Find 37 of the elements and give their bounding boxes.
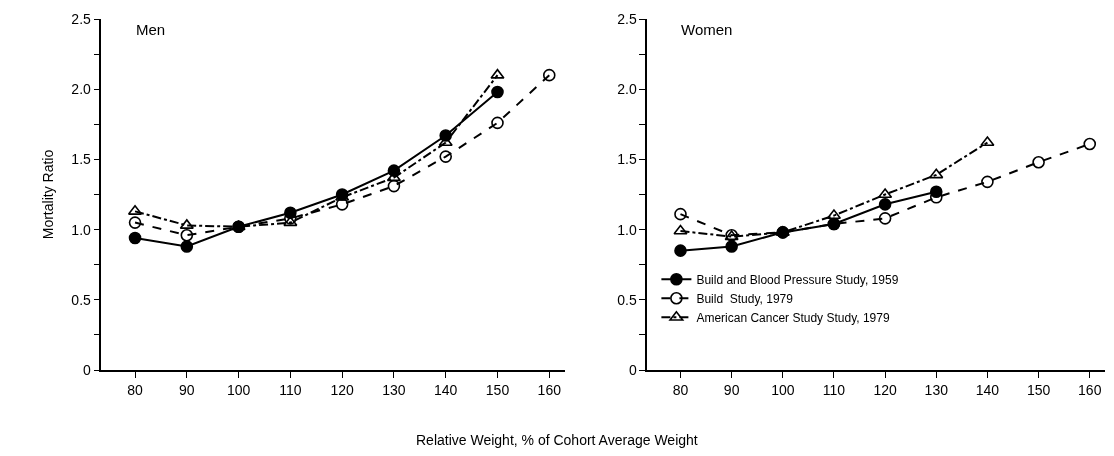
x-tick-label: 150 xyxy=(1026,381,1051,398)
x-axis-title: Relative Weight, % of Cohort Average Weight xyxy=(416,432,698,448)
y-tick-label: 2.5 xyxy=(71,10,92,27)
y-tick-label: 2.0 xyxy=(617,81,637,98)
x-tick-label: 150 xyxy=(485,381,510,398)
y-tick-label: 0 xyxy=(83,361,92,378)
legend-label: Build and Blood Pressure Study, 1959 xyxy=(696,272,899,287)
y-tick-label: 0.5 xyxy=(617,291,637,308)
chart-title: Men xyxy=(136,21,166,38)
x-tick-label: 120 xyxy=(873,381,898,398)
y-tick-label: 0.5 xyxy=(71,291,92,308)
y-tick-label: 2.5 xyxy=(617,10,637,27)
x-tick-label: 160 xyxy=(537,381,562,398)
x-tick-label: 110 xyxy=(822,381,846,398)
x-tick-label: 130 xyxy=(382,381,406,398)
x-tick-label: 140 xyxy=(975,381,1000,398)
x-tick-label: 130 xyxy=(924,381,949,398)
x-tick-label: 90 xyxy=(723,381,740,398)
y-tick-label: 1.5 xyxy=(617,151,637,168)
y-tick-label: 2.0 xyxy=(71,81,92,98)
x-tick-label: 80 xyxy=(672,381,689,398)
y-tick-label: 1.0 xyxy=(71,221,92,238)
x-tick-label: 120 xyxy=(330,381,355,398)
x-tick-label: 100 xyxy=(226,381,251,398)
y-axis-title: Mortality Ratio xyxy=(40,149,57,240)
y-tick-label: 1.5 xyxy=(71,151,92,168)
chart-title: Women xyxy=(681,21,733,38)
x-tick-label: 160 xyxy=(1078,381,1102,398)
y-tick-label: 1.0 xyxy=(617,221,637,238)
x-tick-label: 110 xyxy=(279,381,302,398)
y-tick-label: 0 xyxy=(628,361,637,378)
x-tick-label: 100 xyxy=(771,381,795,398)
x-tick-label: 140 xyxy=(434,381,458,398)
x-tick-label: 80 xyxy=(127,381,144,398)
x-tick-label: 90 xyxy=(179,381,195,398)
legend-label: American Cancer Study Study, 1979 xyxy=(696,310,890,325)
legend-label: Build Study, 1979 xyxy=(696,291,794,306)
